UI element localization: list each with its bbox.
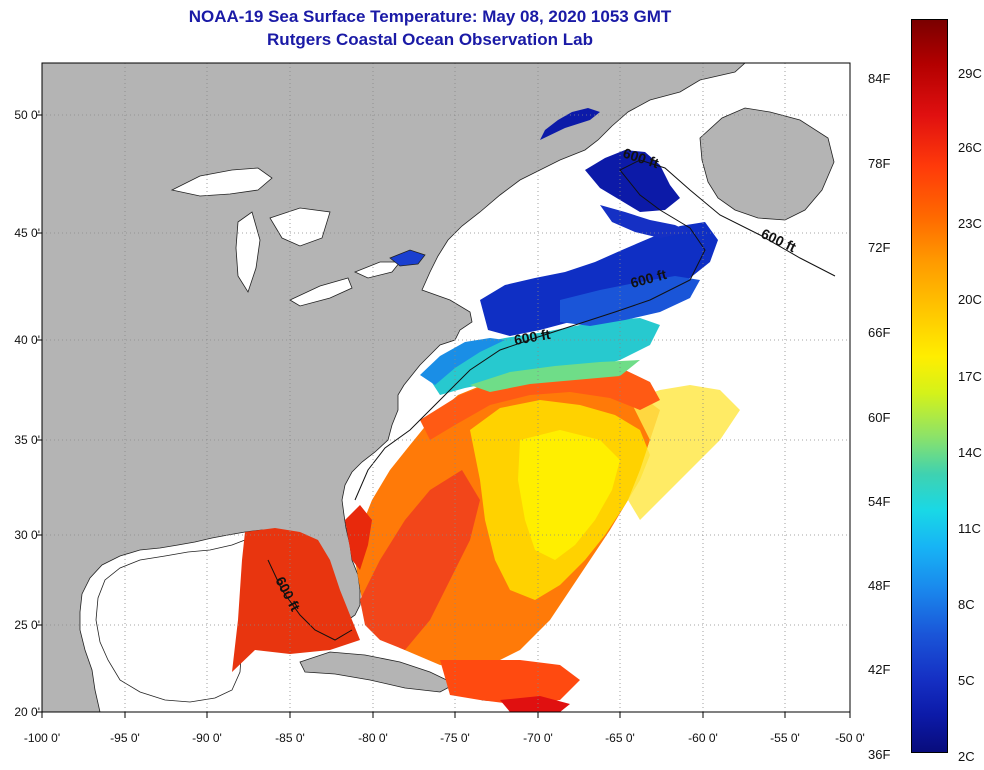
lon-label-minus75: -75 0' — [440, 731, 470, 745]
colorbar-c-20: 20C — [958, 292, 982, 307]
colorbar-f-66: 66F — [868, 325, 891, 340]
plot-frame — [41, 62, 851, 713]
lat-label-25: 25 0' — [14, 618, 40, 632]
lon-label-minus55: -55 0' — [770, 731, 800, 745]
colorbar-c-23: 23C — [958, 216, 982, 231]
colorbar-c-8: 8C — [958, 597, 975, 612]
axis-ticks — [36, 114, 851, 718]
lat-label-50: 50 0' — [14, 108, 40, 122]
gulf-of-mexico — [95, 539, 246, 703]
colorbar-c-17: 17C — [958, 369, 982, 384]
colorbar-c-5: 5C — [958, 673, 975, 688]
lon-label-minus95: -95 0' — [110, 731, 140, 745]
newfoundland — [699, 107, 835, 221]
lon-label-minus70: -70 0' — [523, 731, 553, 745]
chart-title: NOAA-19 Sea Surface Temperature: May 08,… — [188, 7, 672, 26]
cuba — [299, 651, 456, 693]
temperature-colorbar — [911, 19, 948, 753]
lon-label-minus65: -65 0' — [605, 731, 635, 745]
graticule — [42, 63, 850, 712]
colorbar-c-11: 11C — [958, 521, 981, 536]
colorbar-f-78: 78F — [868, 156, 891, 171]
lon-label-minus85: -85 0' — [275, 731, 305, 745]
contour-label-gulf-stream: 600 ft — [513, 326, 552, 348]
colorbar-f-60: 60F — [868, 410, 891, 425]
colorbar-c-2: 2C — [958, 749, 975, 764]
lat-label-35: 35 0' — [14, 433, 40, 447]
great-lakes — [170, 167, 426, 307]
colorbar-f-36: 36F — [868, 747, 891, 762]
lon-label-minus50: -50 0' — [835, 731, 865, 745]
colorbar-c-26: 26C — [958, 140, 982, 155]
land-mass — [42, 63, 746, 712]
colorbar-f-48: 48F — [868, 578, 891, 593]
chart-subtitle: Rutgers Coastal Ocean Observation Lab — [267, 30, 593, 49]
colorbar-c-29: 29C — [958, 66, 982, 81]
sst-field — [232, 108, 740, 712]
lat-label-40: 40 0' — [14, 333, 40, 347]
colorbar-f-84: 84F — [868, 71, 891, 86]
lon-label-minus100: -100 0' — [23, 731, 61, 745]
contour-600ft — [267, 159, 836, 641]
lat-label-30: 30 0' — [14, 528, 40, 542]
lat-label-45: 45 0' — [14, 226, 40, 240]
colorbar-c-14: 14C — [958, 445, 982, 460]
lat-label-20: 20 0' — [14, 705, 40, 719]
colorbar-f-54: 54F — [868, 494, 891, 509]
lon-label-minus60: -60 0' — [688, 731, 718, 745]
lon-label-minus80: -80 0' — [358, 731, 388, 745]
colorbar-f-42: 42F — [868, 662, 891, 677]
lon-label-minus90: -90 0' — [192, 731, 222, 745]
colorbar-f-72: 72F — [868, 240, 891, 255]
